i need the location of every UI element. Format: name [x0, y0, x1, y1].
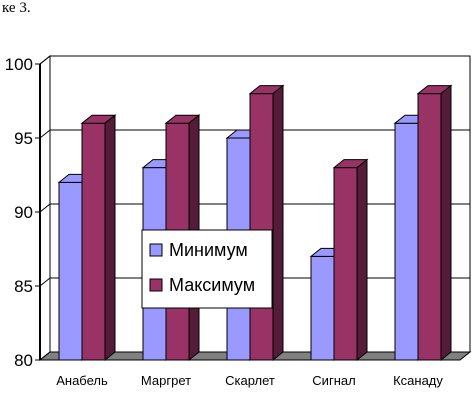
- bar-side: [356, 158, 368, 362]
- legend-label: Максимум: [169, 275, 255, 295]
- bar-front: [417, 93, 442, 361]
- bar-side: [272, 84, 284, 362]
- bar-side: [104, 114, 116, 362]
- y-tick-label: 80: [14, 351, 33, 370]
- bar: [416, 84, 453, 362]
- gridline: [39, 203, 470, 213]
- legend-label: Минимум: [169, 240, 248, 260]
- gridline: [39, 129, 470, 139]
- x-category-label: Сигнал: [312, 373, 355, 388]
- legend-box: [141, 229, 273, 309]
- bar-front: [58, 181, 83, 361]
- x-category-label: Маргрет: [141, 373, 191, 388]
- y-axis: 80 85 90 95 100: [5, 55, 41, 370]
- x-axis: Анабель Маргрет Скарлет Сигнал Ксанаду: [40, 359, 460, 388]
- page-caption: ке 3.: [2, 0, 31, 16]
- gridline: [39, 55, 470, 65]
- y-tick-label: 95: [14, 129, 33, 148]
- legend: Минимум Максимум: [141, 229, 273, 309]
- bar-front: [333, 167, 358, 361]
- legend-swatch: [149, 278, 163, 292]
- bar-front: [81, 122, 106, 361]
- bar-front: [249, 93, 274, 361]
- y-tick-label: 85: [14, 277, 33, 296]
- y-tick-label: 90: [14, 203, 33, 222]
- x-category-label: Анабель: [56, 373, 108, 388]
- bar: [80, 114, 117, 362]
- legend-swatch: [149, 243, 163, 257]
- bar-front: [394, 122, 419, 361]
- x-category-label: Скарлет: [225, 373, 275, 388]
- x-category-label: Ксанаду: [393, 373, 443, 388]
- y-tick-label: 100: [5, 55, 33, 74]
- bar-side: [440, 84, 452, 362]
- bar-front: [310, 255, 335, 361]
- bar: [248, 84, 285, 362]
- bar: [332, 158, 369, 362]
